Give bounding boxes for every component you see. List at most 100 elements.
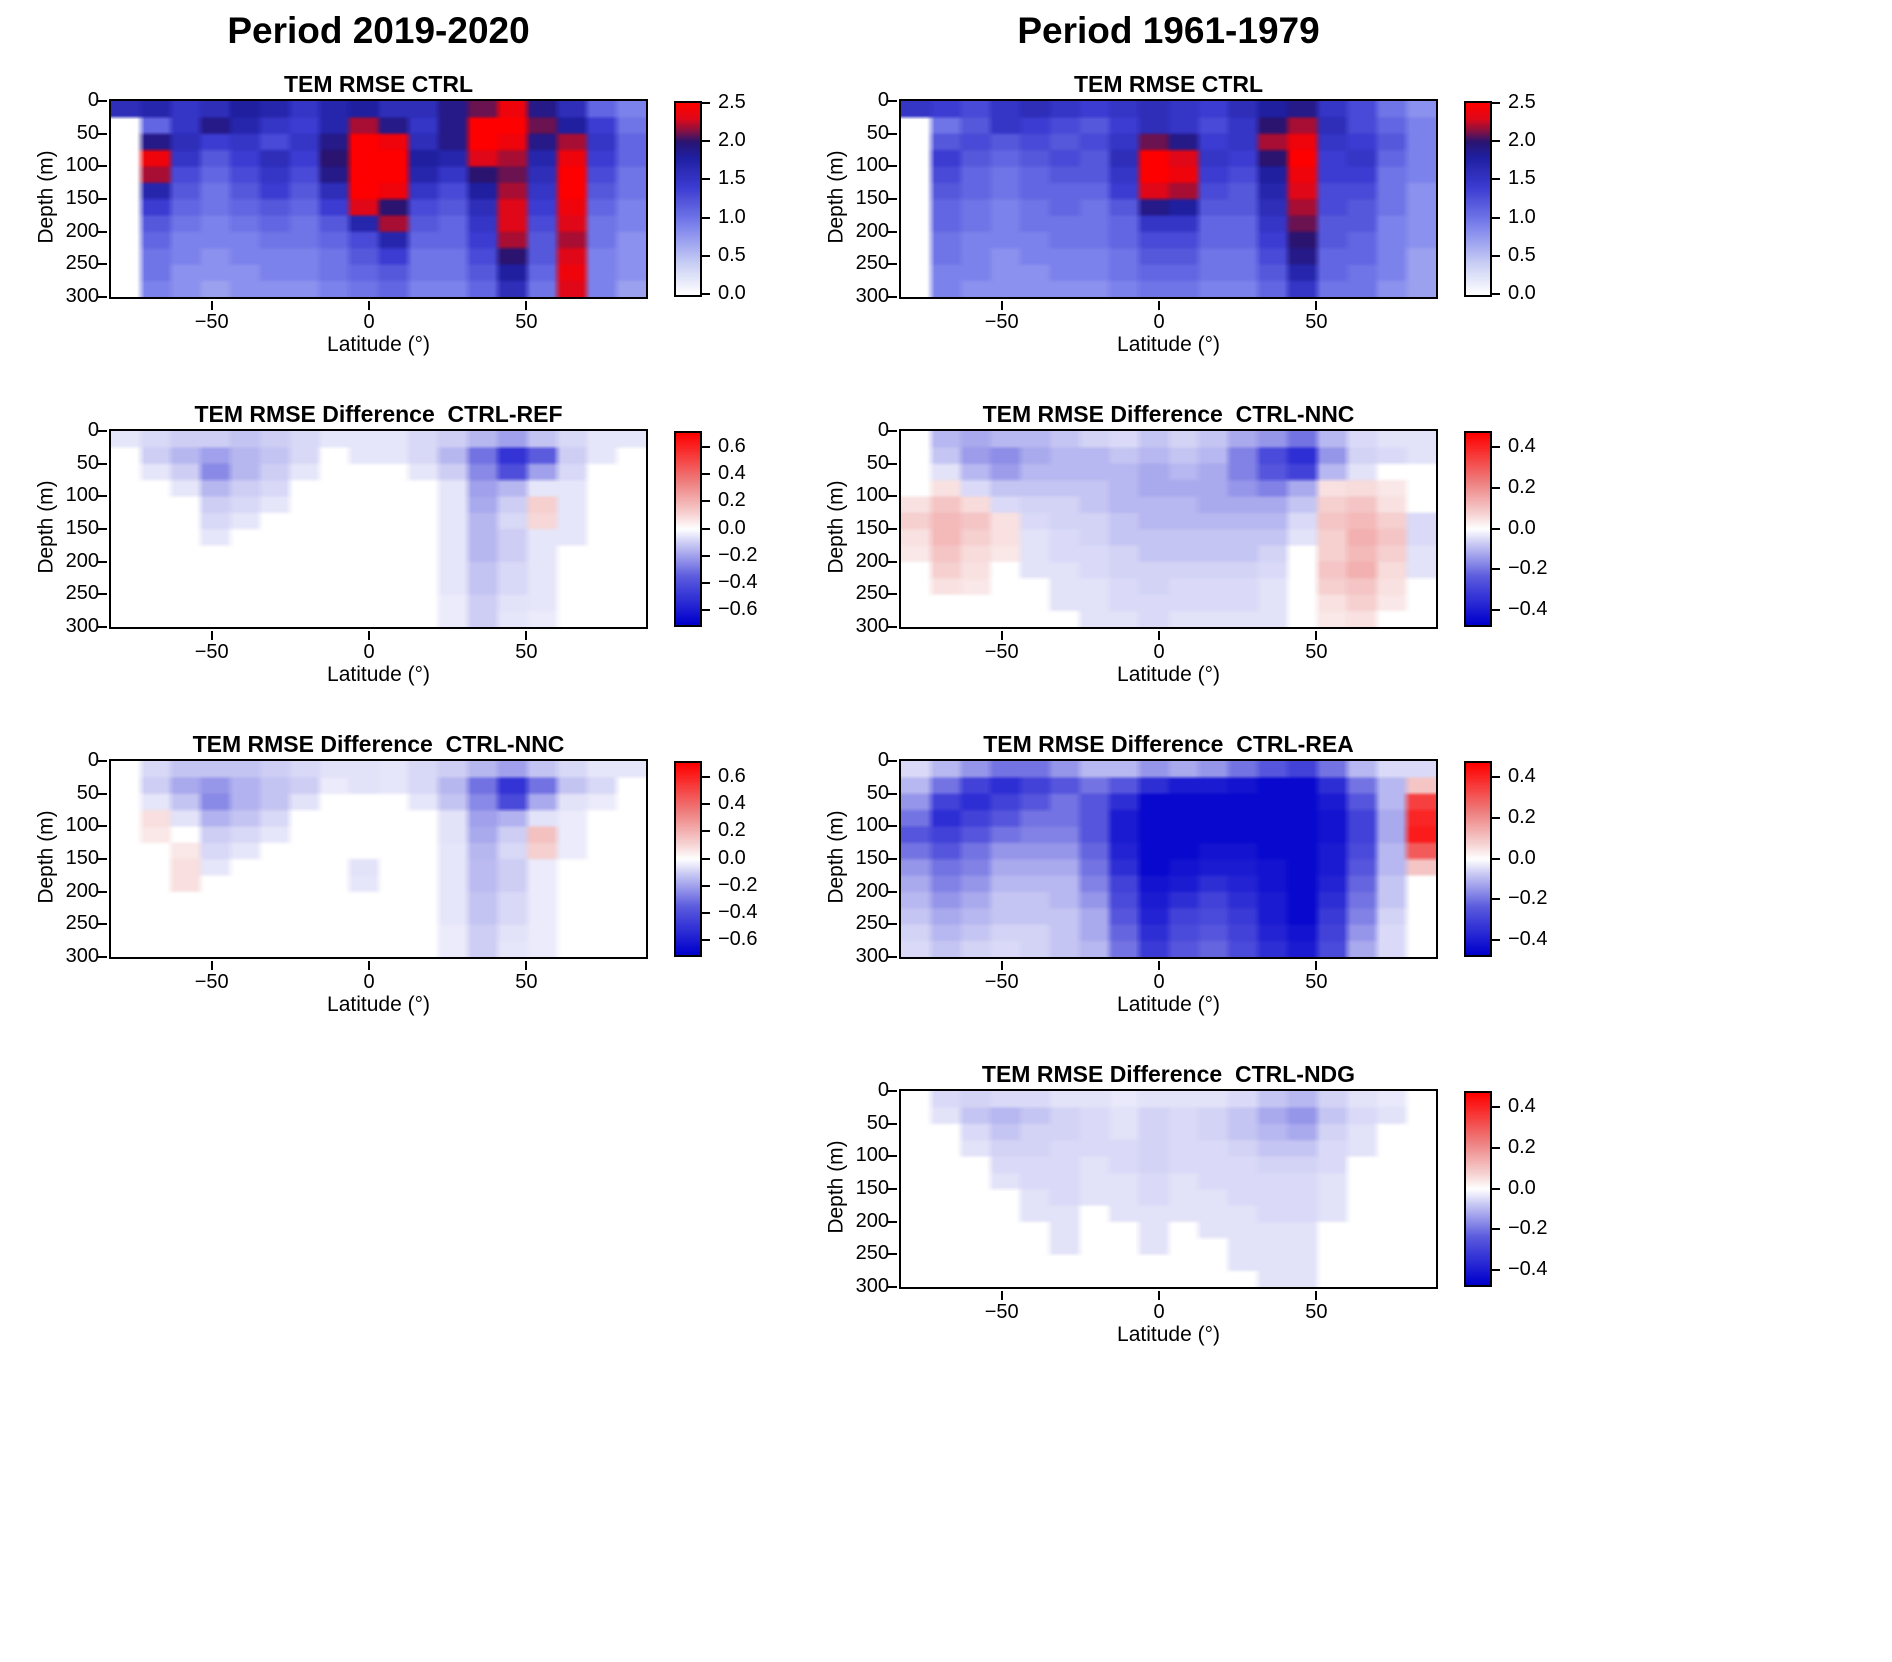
x-tick-mark (1158, 301, 1161, 310)
y-tick-label: 150 (65, 517, 99, 539)
y-tick-mark (98, 100, 107, 102)
y-tick-label: 50 (866, 121, 889, 144)
panel-title: TEM RMSE Difference CTRL-NNC (192, 731, 565, 757)
y-tick-mark (888, 1253, 897, 1256)
y-tick-mark (888, 100, 897, 102)
colorbar-tick-label: 0.0 (718, 846, 746, 869)
y-tick-label: 250 (855, 252, 889, 275)
colorbar-tick-label: 1.0 (718, 205, 746, 228)
colorbar-tick-mark (1492, 1146, 1500, 1149)
y-axis-ticks: 0 50 100 150 200 250 300 (849, 1079, 899, 1297)
colorbar-tick-mark (1492, 1268, 1500, 1271)
x-tick-mark (1315, 1291, 1318, 1300)
y-axis-title: Depth (m) (825, 429, 849, 625)
y-tick-mark (888, 593, 897, 596)
colorbar-tick-label: 0.0 (718, 516, 746, 539)
y-tick-label: 200 (855, 219, 889, 242)
x-tick-mark (1158, 631, 1161, 640)
heatmap-plot: −50 0 50 (888, 759, 1438, 993)
x-tick-mark (1158, 961, 1161, 970)
x-tick-label: 0 (1153, 971, 1165, 993)
y-tick-mark (888, 1122, 897, 1125)
x-axis-title: Latitude (°) (1117, 1323, 1220, 1346)
colorbar-tick-mark (1492, 776, 1500, 779)
x-axis-title: Latitude (°) (327, 333, 430, 356)
y-axis-ticks: 0 50 100 150 200 250 300 (849, 89, 899, 307)
y-tick-mark (98, 825, 107, 828)
panel-ctrl-nnc-2019: TEM RMSE Difference CTRL-NNC Depth (m) 0… (0, 725, 790, 1055)
colorbar-tick-mark (702, 582, 710, 585)
colorbar-tick-mark (702, 178, 710, 181)
colorbar-tick-label: 0.5 (718, 243, 746, 266)
column-title-left: Period 2019-2020 (227, 10, 530, 51)
colorbar-area: 0.6 0.4 0.2 0.0 −0.2 −0.4 −0.6 (674, 759, 784, 959)
colorbar-tick-mark (702, 939, 710, 942)
colorbar-tick-label: 0.6 (718, 764, 746, 787)
panel-body: Depth (m) 0 50 100 150 200 250 300 −50 0 50 0.4 0… (825, 419, 1892, 663)
y-tick-label: 250 (855, 912, 889, 935)
y-axis-title-text: Depth (m) (35, 150, 59, 244)
heatmap-plot: −50 0 50 (888, 99, 1438, 333)
colorbar-tick-label: 0.4 (1508, 765, 1536, 788)
colorbar-tick-mark (702, 500, 710, 503)
colorbar-tick-mark (702, 609, 710, 612)
y-tick-label: 150 (65, 187, 99, 209)
y-tick-mark (98, 956, 107, 958)
x-tick-label: 50 (1305, 641, 1328, 663)
colorbar-tick-mark (1492, 486, 1500, 489)
colorbar-tick-mark (1492, 568, 1500, 571)
y-tick-mark (98, 890, 107, 893)
y-tick-mark (888, 528, 897, 530)
y-tick-mark (888, 495, 897, 498)
y-tick-mark (98, 230, 107, 233)
colorbar-tick-mark (1492, 254, 1500, 257)
colorbar-tick-label: −0.2 (1508, 1217, 1548, 1240)
colorbar-tick-mark (702, 884, 710, 887)
y-tick-mark (98, 593, 107, 596)
y-tick-label: 300 (855, 1275, 889, 1297)
y-tick-mark (888, 792, 897, 795)
heatmap-plot: −50 0 50 (888, 429, 1438, 663)
colorbar-area: 2.5 2.0 1.5 1.0 0.5 0.0 (674, 91, 784, 304)
x-tick-label: 0 (363, 311, 375, 333)
x-axis-title: Latitude (°) (327, 993, 430, 1016)
x-tick-mark (1158, 1291, 1161, 1300)
heatmap-canvas (901, 101, 1436, 297)
y-tick-label: 300 (65, 945, 99, 967)
colorbar-tick-label: 0.4 (718, 461, 746, 484)
x-tick-label: 0 (363, 641, 375, 663)
x-tick-mark (368, 301, 371, 310)
panel-body: Depth (m) 0 50 100 150 200 250 300 −50 0 50 0.4 0… (825, 749, 1892, 993)
x-tick-mark (1000, 1291, 1003, 1300)
x-tick-mark (525, 961, 528, 970)
y-axis-title: Depth (m) (825, 759, 849, 955)
x-tick-label: 50 (515, 311, 538, 333)
y-tick-label: 150 (855, 847, 889, 869)
y-tick-label: 250 (65, 582, 99, 605)
y-tick-mark (888, 1188, 897, 1190)
colorbar-area: 0.6 0.4 0.2 0.0 −0.2 −0.4 −0.6 (674, 429, 784, 629)
y-tick-mark (888, 165, 897, 168)
x-tick-mark (1315, 961, 1318, 970)
y-tick-label: 150 (855, 517, 889, 539)
panel-ctrl-nnc-1961: TEM RMSE Difference CTRL-NNC Depth (m) 0… (790, 395, 1892, 725)
colorbar-tick-label: 2.0 (718, 129, 746, 152)
colorbar-tick-label: −0.4 (718, 901, 758, 924)
colorbar-tick-label: −0.6 (718, 598, 758, 621)
y-tick-label: 150 (65, 847, 99, 869)
colorbar-tick-mark (702, 775, 710, 778)
panel-ctrl-ndg-1961: TEM RMSE Difference CTRL-NDG Depth (m) 0… (790, 1055, 1892, 1385)
y-tick-mark (98, 263, 107, 266)
y-tick-label: 200 (855, 879, 889, 902)
colorbar-tick-mark (1492, 898, 1500, 901)
colorbar-area: 0.4 0.2 0.0 −0.2 −0.4 (1464, 429, 1574, 629)
colorbar-tick-label: 0.0 (718, 282, 746, 304)
colorbar-canvas (1464, 761, 1492, 957)
y-tick-mark (888, 1220, 897, 1223)
y-tick-label: 0 (877, 1079, 889, 1101)
y-tick-label: 200 (855, 549, 889, 572)
x-tick-label: −50 (194, 971, 229, 993)
colorbar-tick-label: 0.0 (1508, 846, 1536, 869)
y-tick-label: 100 (65, 484, 99, 507)
y-tick-label: 100 (855, 1144, 889, 1167)
